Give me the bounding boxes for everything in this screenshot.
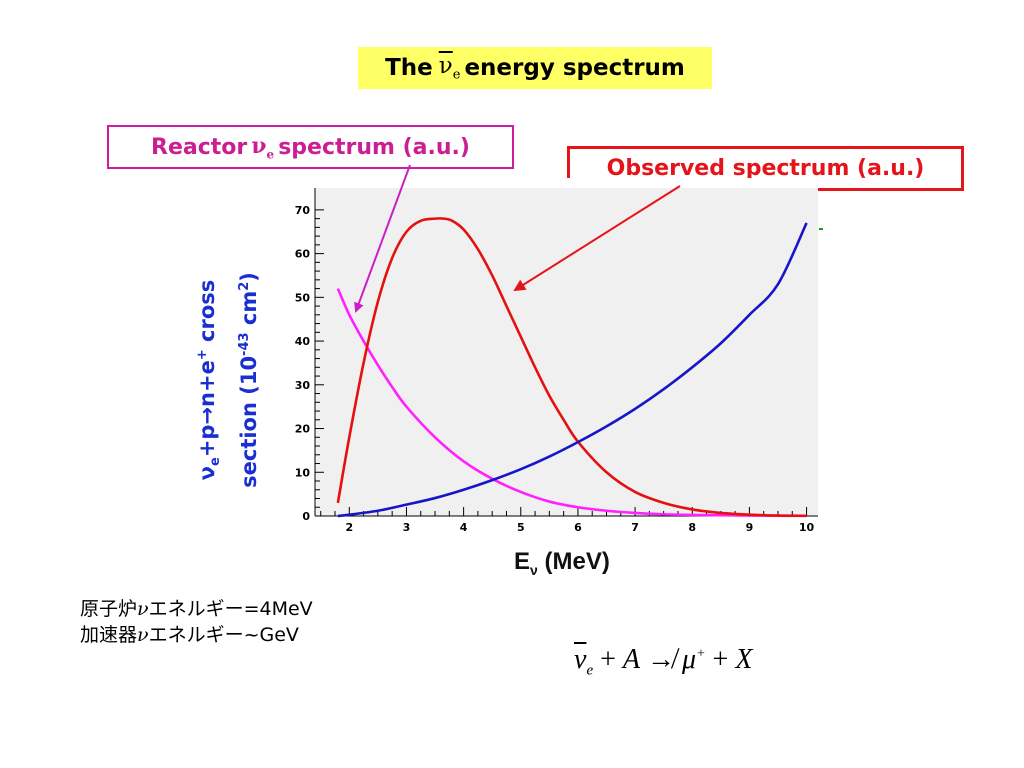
reactor-energy-note: 原子炉νエネルギー=4MeV — [80, 598, 313, 620]
observed-callout-text: Observed spectrum (a.u.) — [606, 156, 925, 181]
x-axis-label: Eν (MeV) — [514, 548, 610, 578]
x-tick-label: 2 — [345, 521, 353, 534]
reactor-callout-arrow — [354, 164, 411, 313]
x-tick-label: 6 — [574, 521, 582, 534]
x-tick-label: 8 — [688, 521, 696, 534]
reaction-formula: νe + A ↛ μ+ + X — [574, 644, 753, 679]
y-tick-label: 20 — [295, 423, 311, 436]
reactor-callout-prefix: Reactor — [151, 134, 248, 160]
y-axis-label: νe+p→n+e+ cross section (10-43 cm2) — [188, 215, 261, 545]
plot-area — [315, 188, 818, 516]
energy-notes: 原子炉νエネルギー=4MeV 加速器νエネルギー~GeV — [80, 596, 313, 648]
x-tick-label: 7 — [631, 521, 639, 534]
reactor-curve — [336, 288, 807, 518]
y-tick-label: 60 — [295, 248, 311, 261]
y-tick-label: 50 — [295, 291, 311, 304]
y-tick-label: 40 — [295, 335, 311, 348]
x-tick-label: 4 — [460, 521, 468, 534]
reactor-callout-suffix: spectrum (a.u.) — [278, 134, 470, 160]
axes: 0 10 20 30 40 50 60 70 2 3 4 5 6 7 8 9 10 — [295, 188, 818, 534]
y-axis-label-line1: νe+p→n+e+ cross — [195, 279, 224, 481]
y-tick-label: 70 — [295, 204, 311, 217]
slide-title: The νe energy spectrum — [358, 47, 712, 89]
observed-curve — [336, 217, 807, 518]
accelerator-energy-note: 加速器νエネルギー~GeV — [80, 624, 299, 646]
y-tick-label: 30 — [295, 379, 311, 392]
green-mark — [819, 228, 823, 230]
observed-callout-arrow — [513, 185, 681, 292]
x-tick-label: 10 — [799, 521, 815, 534]
y-tick-label: 0 — [302, 510, 310, 523]
x-tick-label: 3 — [403, 521, 411, 534]
title-suffix: energy spectrum — [464, 55, 685, 81]
title-antineutrino: νe — [438, 53, 461, 83]
x-tick-label: 9 — [746, 521, 754, 534]
y-tick-label: 10 — [295, 466, 311, 479]
series-group — [336, 217, 808, 518]
title-prefix: The — [385, 55, 433, 81]
cross_section-curve — [337, 222, 808, 518]
y-axis-label-line2: section (10-43 cm2) — [237, 272, 262, 488]
x-tick-label: 5 — [517, 521, 525, 534]
reactor-spectrum-callout: Reactor νe spectrum (a.u.) — [107, 125, 514, 169]
reactor-callout-neutrino: νe — [251, 132, 275, 162]
